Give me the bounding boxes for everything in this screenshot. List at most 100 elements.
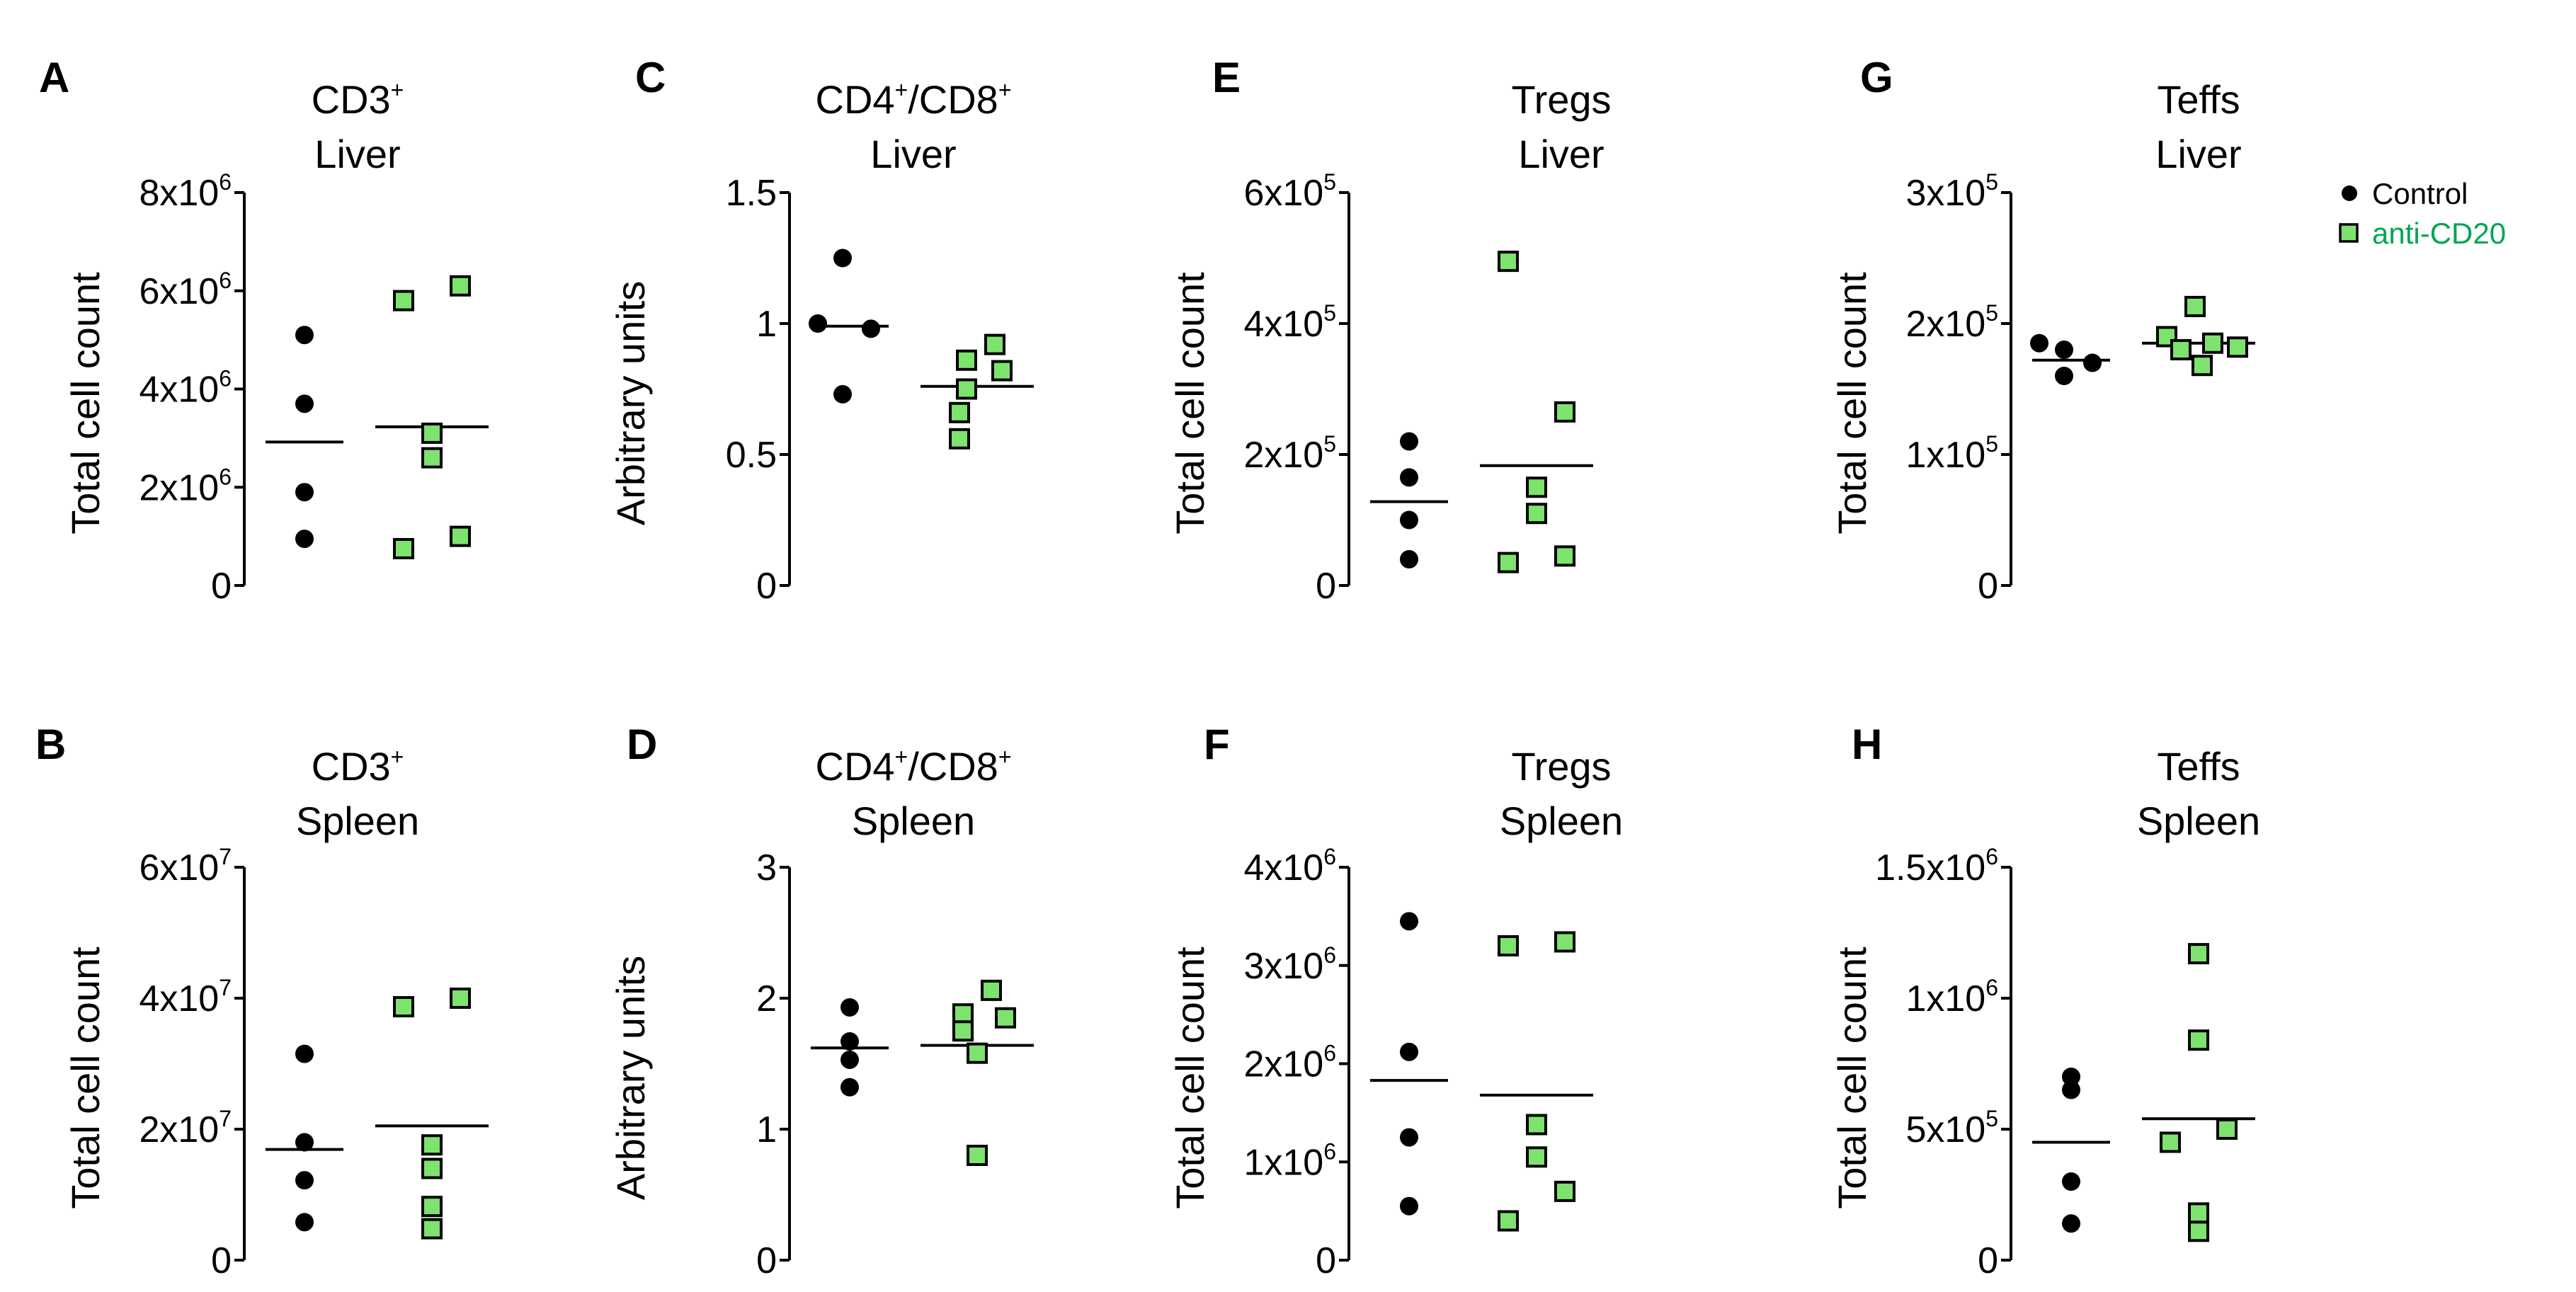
control-point	[2062, 1214, 2080, 1233]
y-tick-label: 2x106	[1243, 1041, 1336, 1085]
control-point	[833, 384, 852, 404]
control-point	[833, 248, 852, 268]
anti-cd20-point	[1498, 251, 1519, 273]
control-point	[2030, 333, 2048, 353]
y-tick-label: 1x106	[1905, 975, 1998, 1019]
control-point	[295, 1044, 314, 1063]
panel-letter: D	[627, 721, 657, 768]
anti-cd20-point	[949, 401, 970, 423]
y-tick-label: 4x106	[1243, 844, 1336, 888]
panel-title-line2: Spleen	[1500, 799, 1623, 843]
control-point	[295, 530, 314, 549]
y-axis-label: Arbitrary units	[608, 281, 653, 525]
panel-title-line2: Spleen	[296, 799, 419, 843]
anti-cd20-point	[2188, 1220, 2209, 1242]
legend-anti-cd20-label: anti-CD20	[2372, 217, 2506, 250]
anti-cd20-point	[995, 1007, 1016, 1029]
panel-letter: F	[1204, 721, 1230, 768]
panel-letter: H	[1852, 721, 1882, 768]
anti-cd20-point	[393, 996, 414, 1018]
anti-cd20-point	[450, 525, 471, 547]
anti-cd20-point	[393, 537, 414, 559]
y-tick-label: 2x105	[1243, 431, 1336, 476]
anti-cd20-point	[421, 422, 443, 444]
control-point	[1400, 1128, 1418, 1147]
control-point	[295, 1213, 314, 1232]
y-tick-label: 1	[756, 1109, 777, 1150]
panel-title-line2: Spleen	[2137, 799, 2260, 843]
y-tick-label: 2x105	[1905, 300, 1998, 345]
anti-cd20-point	[1498, 935, 1519, 956]
panel-title-line2: Liver	[314, 132, 400, 176]
anti-cd20-point	[1554, 545, 1575, 567]
panel-f: F Tregs Spleen 0 1x106 2x106 3x106 4x106 Total c…	[1168, 721, 1623, 1281]
y-tick-label: 1.5x106	[1875, 844, 1998, 888]
y-tick-label: 1	[756, 304, 777, 345]
panel-title-line1: CD4+/CD8+	[816, 744, 1012, 789]
panel-d: D CD4+/CD8+ Spleen 0 1 2 3 Arbitrary units	[608, 721, 1034, 1281]
y-tick-label: 2x106	[139, 464, 232, 508]
control-point	[862, 319, 880, 338]
panel-title-line1: CD4+/CD8+	[816, 77, 1012, 122]
y-tick-label: 0	[1316, 1240, 1336, 1281]
control-point	[2055, 367, 2073, 385]
anti-cd20-point	[1526, 1146, 1547, 1168]
anti-cd20-point	[1526, 1114, 1547, 1136]
anti-cd20-point	[2188, 1202, 2209, 1224]
anti-cd20-point	[967, 1042, 988, 1064]
y-tick-label: 3	[756, 847, 777, 888]
y-tick-label: 0	[211, 1240, 232, 1281]
y-tick-label: 1.5	[726, 173, 777, 214]
anti-cd20-point	[1498, 1210, 1519, 1232]
control-point	[1400, 432, 1418, 451]
panel-title-line1: CD3+	[312, 744, 404, 789]
control-point	[295, 1133, 314, 1152]
panel-letter: A	[39, 54, 69, 101]
panel-e: E Tregs Liver 0 2x105 4x105 6x105 Total cell co…	[1168, 54, 1612, 607]
y-axis-label: Total cell count	[1830, 947, 1874, 1209]
anti-cd20-point	[2184, 295, 2206, 317]
y-tick-label: 1x106	[1243, 1138, 1336, 1183]
panel-title-line1: Teffs	[2157, 77, 2240, 122]
panel-title-line2: Spleen	[852, 799, 975, 843]
anti-cd20-point	[421, 447, 443, 469]
panel-title-line1: Teffs	[2157, 744, 2240, 789]
y-axis-label: Total cell count	[1168, 947, 1212, 1209]
y-tick-label: 1x105	[1905, 431, 1998, 476]
control-point	[295, 1171, 314, 1190]
panel-c: C CD4+/CD8+ Liver 0 0.5 1 1.5 Arbitrary units	[608, 54, 1034, 607]
panel-title-line2: Liver	[870, 132, 956, 176]
control-point	[2055, 341, 2073, 359]
anti-cd20-point	[421, 1218, 443, 1240]
control-point	[840, 997, 859, 1017]
anti-cd20-point	[2202, 332, 2223, 354]
control-point	[2062, 1068, 2080, 1086]
anti-cd20-point	[956, 378, 977, 400]
control-point	[295, 483, 314, 502]
y-tick-label: 2	[756, 978, 777, 1019]
y-tick-label: 0	[1978, 1240, 1998, 1281]
panel-letter: G	[1860, 54, 1893, 101]
anti-cd20-point	[1554, 931, 1575, 953]
anti-cd20-point	[1526, 503, 1547, 525]
control-point	[1400, 510, 1418, 530]
panels: A CD3+ Liver 0 2x106 4x106 6x106 8x106 Total cel…	[35, 54, 2260, 1281]
control-point	[2083, 353, 2102, 372]
control-point	[840, 1032, 859, 1051]
anti-cd20-point	[393, 290, 414, 311]
control-point	[1400, 1042, 1418, 1061]
anti-cd20-point	[1526, 476, 1547, 498]
anti-cd20-point	[956, 349, 977, 371]
anti-cd20-point	[991, 360, 1013, 382]
panel-g: G Teffs Liver 0 1x105 2x105 3x105 Total cell co…	[1830, 54, 2255, 607]
panel-letter: B	[35, 721, 66, 768]
y-tick-label: 0	[756, 566, 777, 607]
y-axis-label: Arbitrary units	[608, 956, 653, 1200]
panel-title-line1: Tregs	[1511, 77, 1611, 122]
panel-b: B CD3+ Spleen 0 2x107 4x107 6x107 Total cell co…	[35, 721, 489, 1281]
y-tick-label: 6x106	[139, 268, 232, 312]
anti-cd20-point	[984, 333, 1005, 355]
y-tick-label: 0	[756, 1240, 777, 1281]
y-tick-label: 3x105	[1905, 169, 1998, 214]
